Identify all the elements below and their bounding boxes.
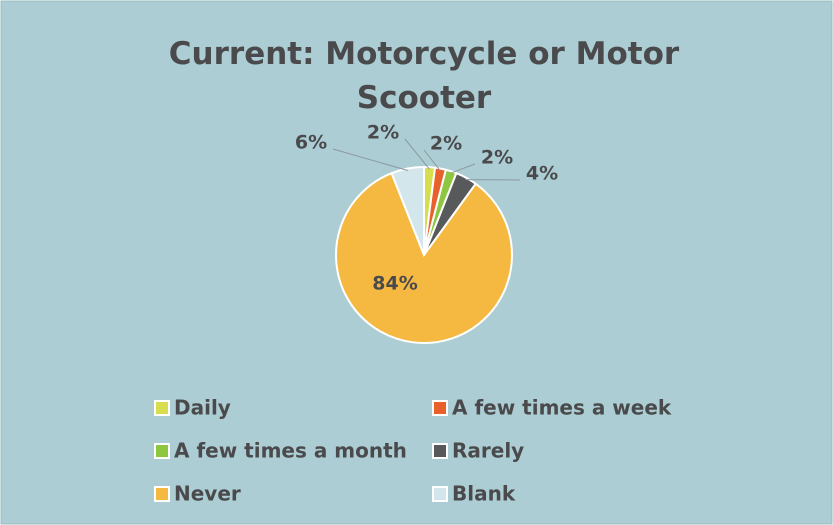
legend-swatch: [154, 443, 170, 459]
legend-swatch: [154, 400, 170, 416]
legend-label: Never: [174, 482, 241, 506]
pie-slice: [335, 171, 513, 344]
legend-label: A few times a week: [452, 396, 672, 420]
data-label: 84%: [372, 273, 417, 295]
legend-swatch: [432, 400, 448, 416]
leader-line: [423, 149, 441, 171]
title-line: Current: Motorcycle or Motor: [169, 36, 680, 72]
chart-title: Current: Motorcycle or Motor Scooter: [169, 36, 680, 116]
legend-swatch: [432, 443, 448, 459]
pie-slice: [390, 165, 425, 256]
leader-line: [404, 138, 430, 170]
data-label: 2%: [430, 133, 462, 155]
data-label: 2%: [367, 122, 399, 144]
legend-swatch: [154, 486, 170, 502]
legend-label: A few times a month: [174, 439, 407, 463]
leader-line: [332, 148, 409, 172]
data-label: 2%: [481, 147, 513, 169]
leader-line: [450, 163, 476, 174]
legend-swatch: [432, 486, 448, 502]
title-line: Scooter: [357, 80, 492, 116]
data-label: 4%: [526, 163, 558, 185]
legend-label: Blank: [452, 482, 516, 506]
legend-label: Rarely: [452, 439, 524, 463]
legend-label: Daily: [174, 396, 231, 420]
data-label: 6%: [295, 132, 327, 154]
